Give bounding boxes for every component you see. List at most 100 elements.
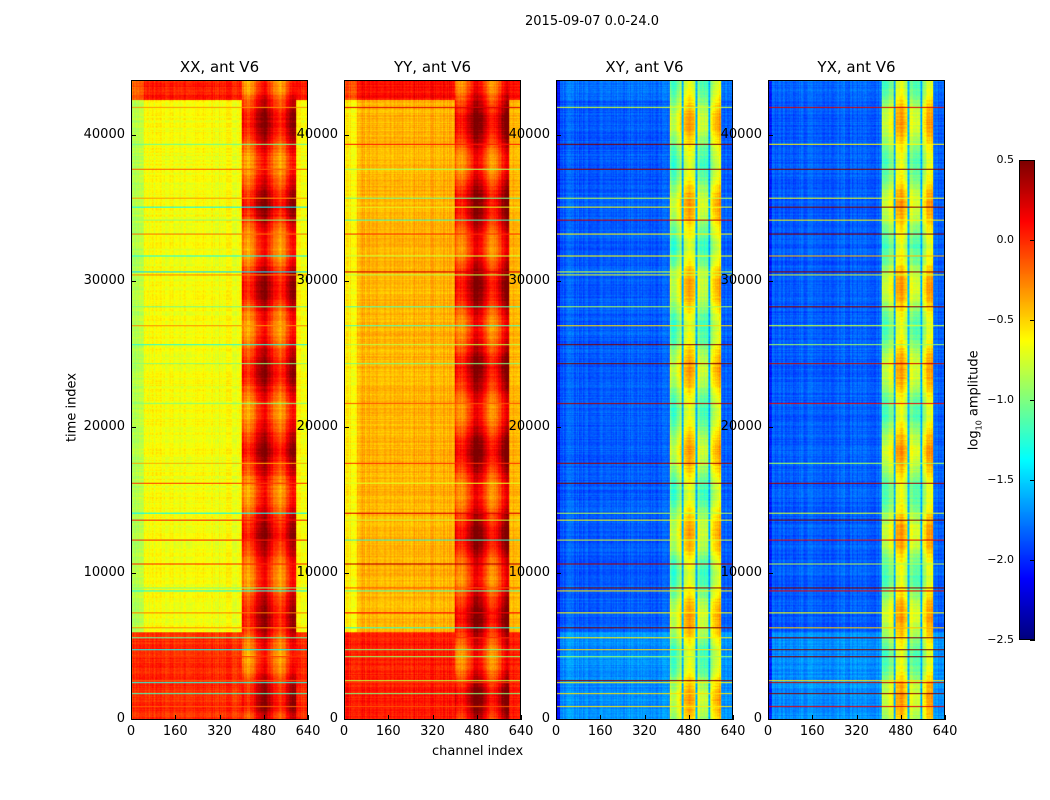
x-tick (812, 715, 814, 720)
y-tick-label: 20000 (296, 418, 338, 434)
colorbar-tick-label: −1.5 (987, 473, 1014, 486)
x-tick-label: 480 (464, 724, 490, 739)
x-tick-label: 480 (251, 724, 277, 739)
colorbar-label: log10 amplitude (967, 345, 984, 455)
x-tick (308, 715, 309, 720)
x-tick (856, 715, 858, 720)
x-tick-label: 0 (551, 724, 561, 739)
y-tick (131, 572, 136, 574)
y-tick-label: 30000 (83, 272, 125, 288)
y-tick-label: 0 (116, 711, 125, 726)
y-tick (768, 719, 773, 720)
y-tick-label: 10000 (83, 564, 125, 580)
colorbar-label-sub: 10 (974, 420, 984, 431)
y-tick (768, 426, 773, 428)
y-tick-label: 40000 (296, 126, 338, 142)
y-tick (131, 719, 136, 720)
y-tick-label: 20000 (83, 418, 125, 434)
y-tick-label: 30000 (296, 272, 338, 288)
x-tick (733, 715, 734, 720)
x-tick-label: 640 (295, 724, 321, 739)
colorbar-label-tail: amplitude (966, 350, 982, 421)
y-tick (556, 426, 561, 428)
y-tick-label: 40000 (508, 126, 550, 142)
y-tick (556, 719, 561, 720)
y-tick (344, 719, 349, 720)
x-tick (476, 715, 478, 720)
x-tick-label: 640 (720, 724, 746, 739)
x-tick (945, 715, 946, 720)
y-tick (556, 280, 561, 282)
y-tick (344, 280, 349, 282)
x-tick-label: 160 (162, 724, 188, 739)
x-tick (644, 715, 646, 720)
y-tick-label: 20000 (720, 418, 762, 434)
x-tick (388, 715, 390, 720)
x-tick-label: 320 (844, 724, 869, 739)
y-tick (556, 134, 561, 136)
y-tick-label: 10000 (508, 564, 550, 580)
x-tick-label: 320 (632, 724, 657, 739)
y-tick-label: 0 (329, 711, 338, 726)
x-tick-label: 160 (587, 724, 613, 739)
colorbar-tick-label: −0.5 (987, 313, 1014, 326)
x-tick (768, 715, 769, 720)
colorbar-tick (1030, 480, 1035, 481)
colorbar-tick-label: −2.5 (987, 633, 1014, 646)
heatmap-image (345, 81, 520, 719)
heatmap-panel-0 (131, 80, 308, 720)
x-tick-label: 0 (763, 724, 773, 739)
colorbar-tick (1030, 400, 1035, 401)
x-tick (131, 715, 132, 720)
x-tick-label: 480 (676, 724, 702, 739)
y-tick (131, 134, 136, 136)
y-tick (556, 572, 561, 574)
x-tick (432, 715, 434, 720)
colorbar-label-log: log (966, 430, 982, 451)
y-tick (344, 572, 349, 574)
y-tick (344, 426, 349, 428)
colorbar-tick-label: −2.0 (987, 553, 1014, 566)
heatmap-image (557, 81, 732, 719)
y-tick (768, 280, 773, 282)
colorbar-tick-label: −1.0 (987, 393, 1014, 406)
heatmap-image (132, 81, 307, 719)
x-tick-label: 480 (888, 724, 914, 739)
heatmap-panel-3 (768, 80, 945, 720)
colorbar-tick-label: 0.0 (996, 233, 1015, 246)
x-tick-label: 640 (508, 724, 534, 739)
x-tick (556, 715, 557, 720)
y-tick-label: 40000 (83, 126, 125, 142)
x-tick-label: 0 (126, 724, 136, 739)
x-axis-label: channel index (432, 744, 524, 759)
y-tick-label: 10000 (296, 564, 338, 580)
x-tick-label: 320 (420, 724, 445, 739)
y-tick-label: 0 (541, 711, 550, 726)
y-axis-label: time index (64, 372, 80, 443)
x-tick (175, 715, 177, 720)
colorbar-tick (1030, 320, 1035, 321)
x-tick (344, 715, 345, 720)
y-tick (344, 134, 349, 136)
y-tick-label: 40000 (720, 126, 762, 142)
x-tick (600, 715, 602, 720)
x-tick (219, 715, 221, 720)
x-tick-label: 640 (932, 724, 958, 739)
y-tick-label: 30000 (720, 272, 762, 288)
figure-title: 2015-09-07 0.0-24.0 (525, 14, 659, 29)
x-tick-label: 160 (375, 724, 401, 739)
x-tick (263, 715, 265, 720)
y-tick (131, 426, 136, 428)
colorbar-tick (1030, 640, 1035, 641)
x-tick (521, 715, 522, 720)
y-tick (768, 134, 773, 136)
heatmap-panel-2 (556, 80, 733, 720)
y-tick-label: 0 (753, 711, 762, 726)
panel-title: XX, ant V6 (179, 58, 260, 76)
heatmap-panel-1 (344, 80, 521, 720)
heatmap-image (769, 81, 944, 719)
y-tick-label: 10000 (720, 564, 762, 580)
y-tick-label: 30000 (508, 272, 550, 288)
y-tick-label: 20000 (508, 418, 550, 434)
